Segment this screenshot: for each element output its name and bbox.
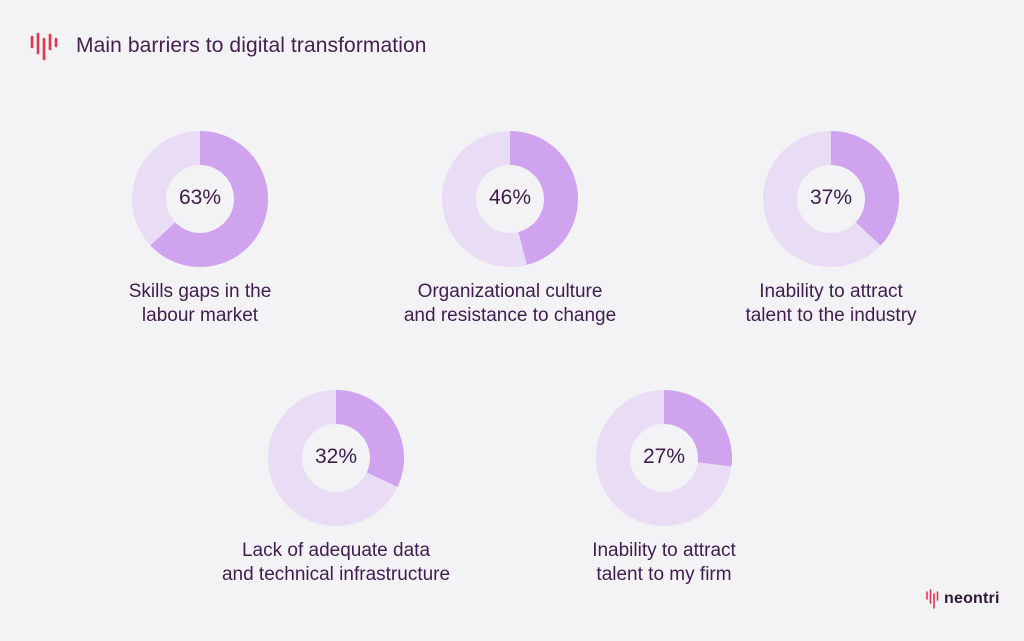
logo-wordmark: neontri	[944, 590, 1000, 607]
donut-3-label: Inability to attract talent to the indust…	[681, 280, 981, 328]
donut-4-label-line: and technical infrastructure	[221, 564, 451, 585]
donut-2-segment	[510, 131, 578, 265]
donut-2-value: 46%	[488, 186, 532, 209]
donut-3-segment	[831, 131, 899, 246]
donut-3-label-line: Inability to attract	[759, 281, 903, 302]
donut-3-label-line: talent to the industry	[745, 305, 917, 326]
donut-4-label-line: Lack of adequate data	[241, 540, 431, 561]
donut-2-hole	[476, 165, 544, 233]
donut-1-chart	[132, 131, 268, 267]
donut-5-value: 27%	[642, 445, 686, 468]
donut-1-hole	[166, 165, 234, 233]
donut-5-label: Inability to attract talent to my firm	[514, 539, 814, 587]
chart-title: Main barriers to digital transformation	[76, 34, 427, 57]
donut-1-label-line: labour market	[141, 305, 259, 326]
brand-waveform-icon	[926, 589, 939, 609]
donut-5-label-line: talent to my firm	[596, 564, 732, 585]
donut-2-chart	[442, 131, 578, 267]
donut-5-chart	[596, 390, 732, 526]
donut-2-label-line: Organizational culture	[417, 281, 603, 302]
chart-header: Main barriers to digital transformation	[30, 30, 427, 62]
donut-4-chart	[268, 390, 404, 526]
donut-4-label: Lack of adequate data and technical infra…	[186, 539, 486, 587]
footer-logo: neontri	[926, 588, 1000, 610]
donut-1-label: Skills gaps in the labour market	[50, 280, 350, 328]
donut-2-label-line: and resistance to change	[403, 305, 617, 326]
donut-5-label-line: Inability to attract	[592, 540, 736, 561]
donut-4-value: 32%	[314, 445, 358, 468]
donut-4-hole	[302, 424, 370, 492]
donut-3-hole	[797, 165, 865, 233]
brand-waveform-icon	[30, 32, 58, 61]
donut-5-hole	[630, 424, 698, 492]
donut-1-value: 63%	[178, 186, 222, 209]
donut-2-label: Organizational culture and resistance to …	[360, 280, 660, 328]
donut-3-chart	[763, 131, 899, 267]
donut-1-label-line: Skills gaps in the	[128, 281, 272, 302]
donut-3-value: 37%	[809, 186, 853, 209]
